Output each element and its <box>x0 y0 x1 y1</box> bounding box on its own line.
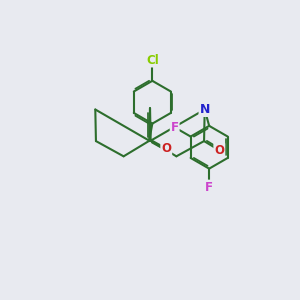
Text: F: F <box>171 121 179 134</box>
Text: O: O <box>161 142 171 155</box>
Text: Cl: Cl <box>146 53 159 67</box>
Text: O: O <box>214 144 224 157</box>
Text: N: N <box>200 103 210 116</box>
Text: F: F <box>205 181 213 194</box>
